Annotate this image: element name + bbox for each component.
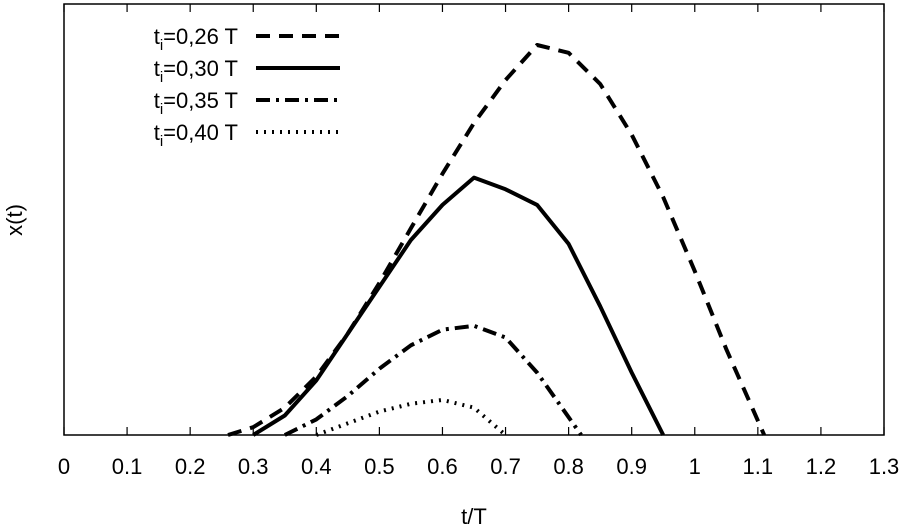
x-tick-label: 1.1	[743, 454, 774, 479]
series-line-solid	[252, 175, 665, 437]
x-tick-label: 0.9	[616, 454, 647, 479]
x-tick-label: 1.3	[869, 454, 900, 479]
x-tick-label: 0.8	[553, 454, 584, 479]
series-line-dashed	[227, 43, 767, 437]
x-tick-label: 0.4	[301, 454, 332, 479]
x-tick-label: 0	[58, 454, 70, 479]
plot-frame	[63, 3, 885, 436]
x-tick-label: 0.6	[427, 454, 458, 479]
y-axis-label: x(t)	[2, 204, 27, 236]
x-tick-label: 0.7	[490, 454, 521, 479]
x-tick-label: 0.1	[112, 454, 143, 479]
x-axis-label: t/T	[461, 504, 487, 529]
legend: ti=0,26 Tti=0,30 Tti=0,35 Tti=0,40 T	[154, 24, 340, 150]
x-tick-label: 1	[689, 454, 701, 479]
x-tick-label: 0.5	[364, 454, 395, 479]
legend-label: ti=0,40 T	[154, 120, 238, 150]
x-tick-label: 0.3	[238, 454, 269, 479]
legend-label: ti=0,35 T	[154, 88, 238, 118]
series-line-dotted	[315, 397, 507, 437]
x-tick-label: 0.2	[175, 454, 206, 479]
series-line-dashdot	[283, 323, 583, 437]
legend-label: ti=0,26 T	[154, 24, 238, 54]
legend-label: ti=0,30 T	[154, 56, 238, 86]
plot-area	[227, 43, 767, 437]
x-tick-label: 1.2	[806, 454, 837, 479]
x-axis: 0 0.1 0.2 0.3 0.4 0.5 0.6 0.7 0.8 0.9 1 1.1 1.2 1.3	[58, 4, 899, 479]
